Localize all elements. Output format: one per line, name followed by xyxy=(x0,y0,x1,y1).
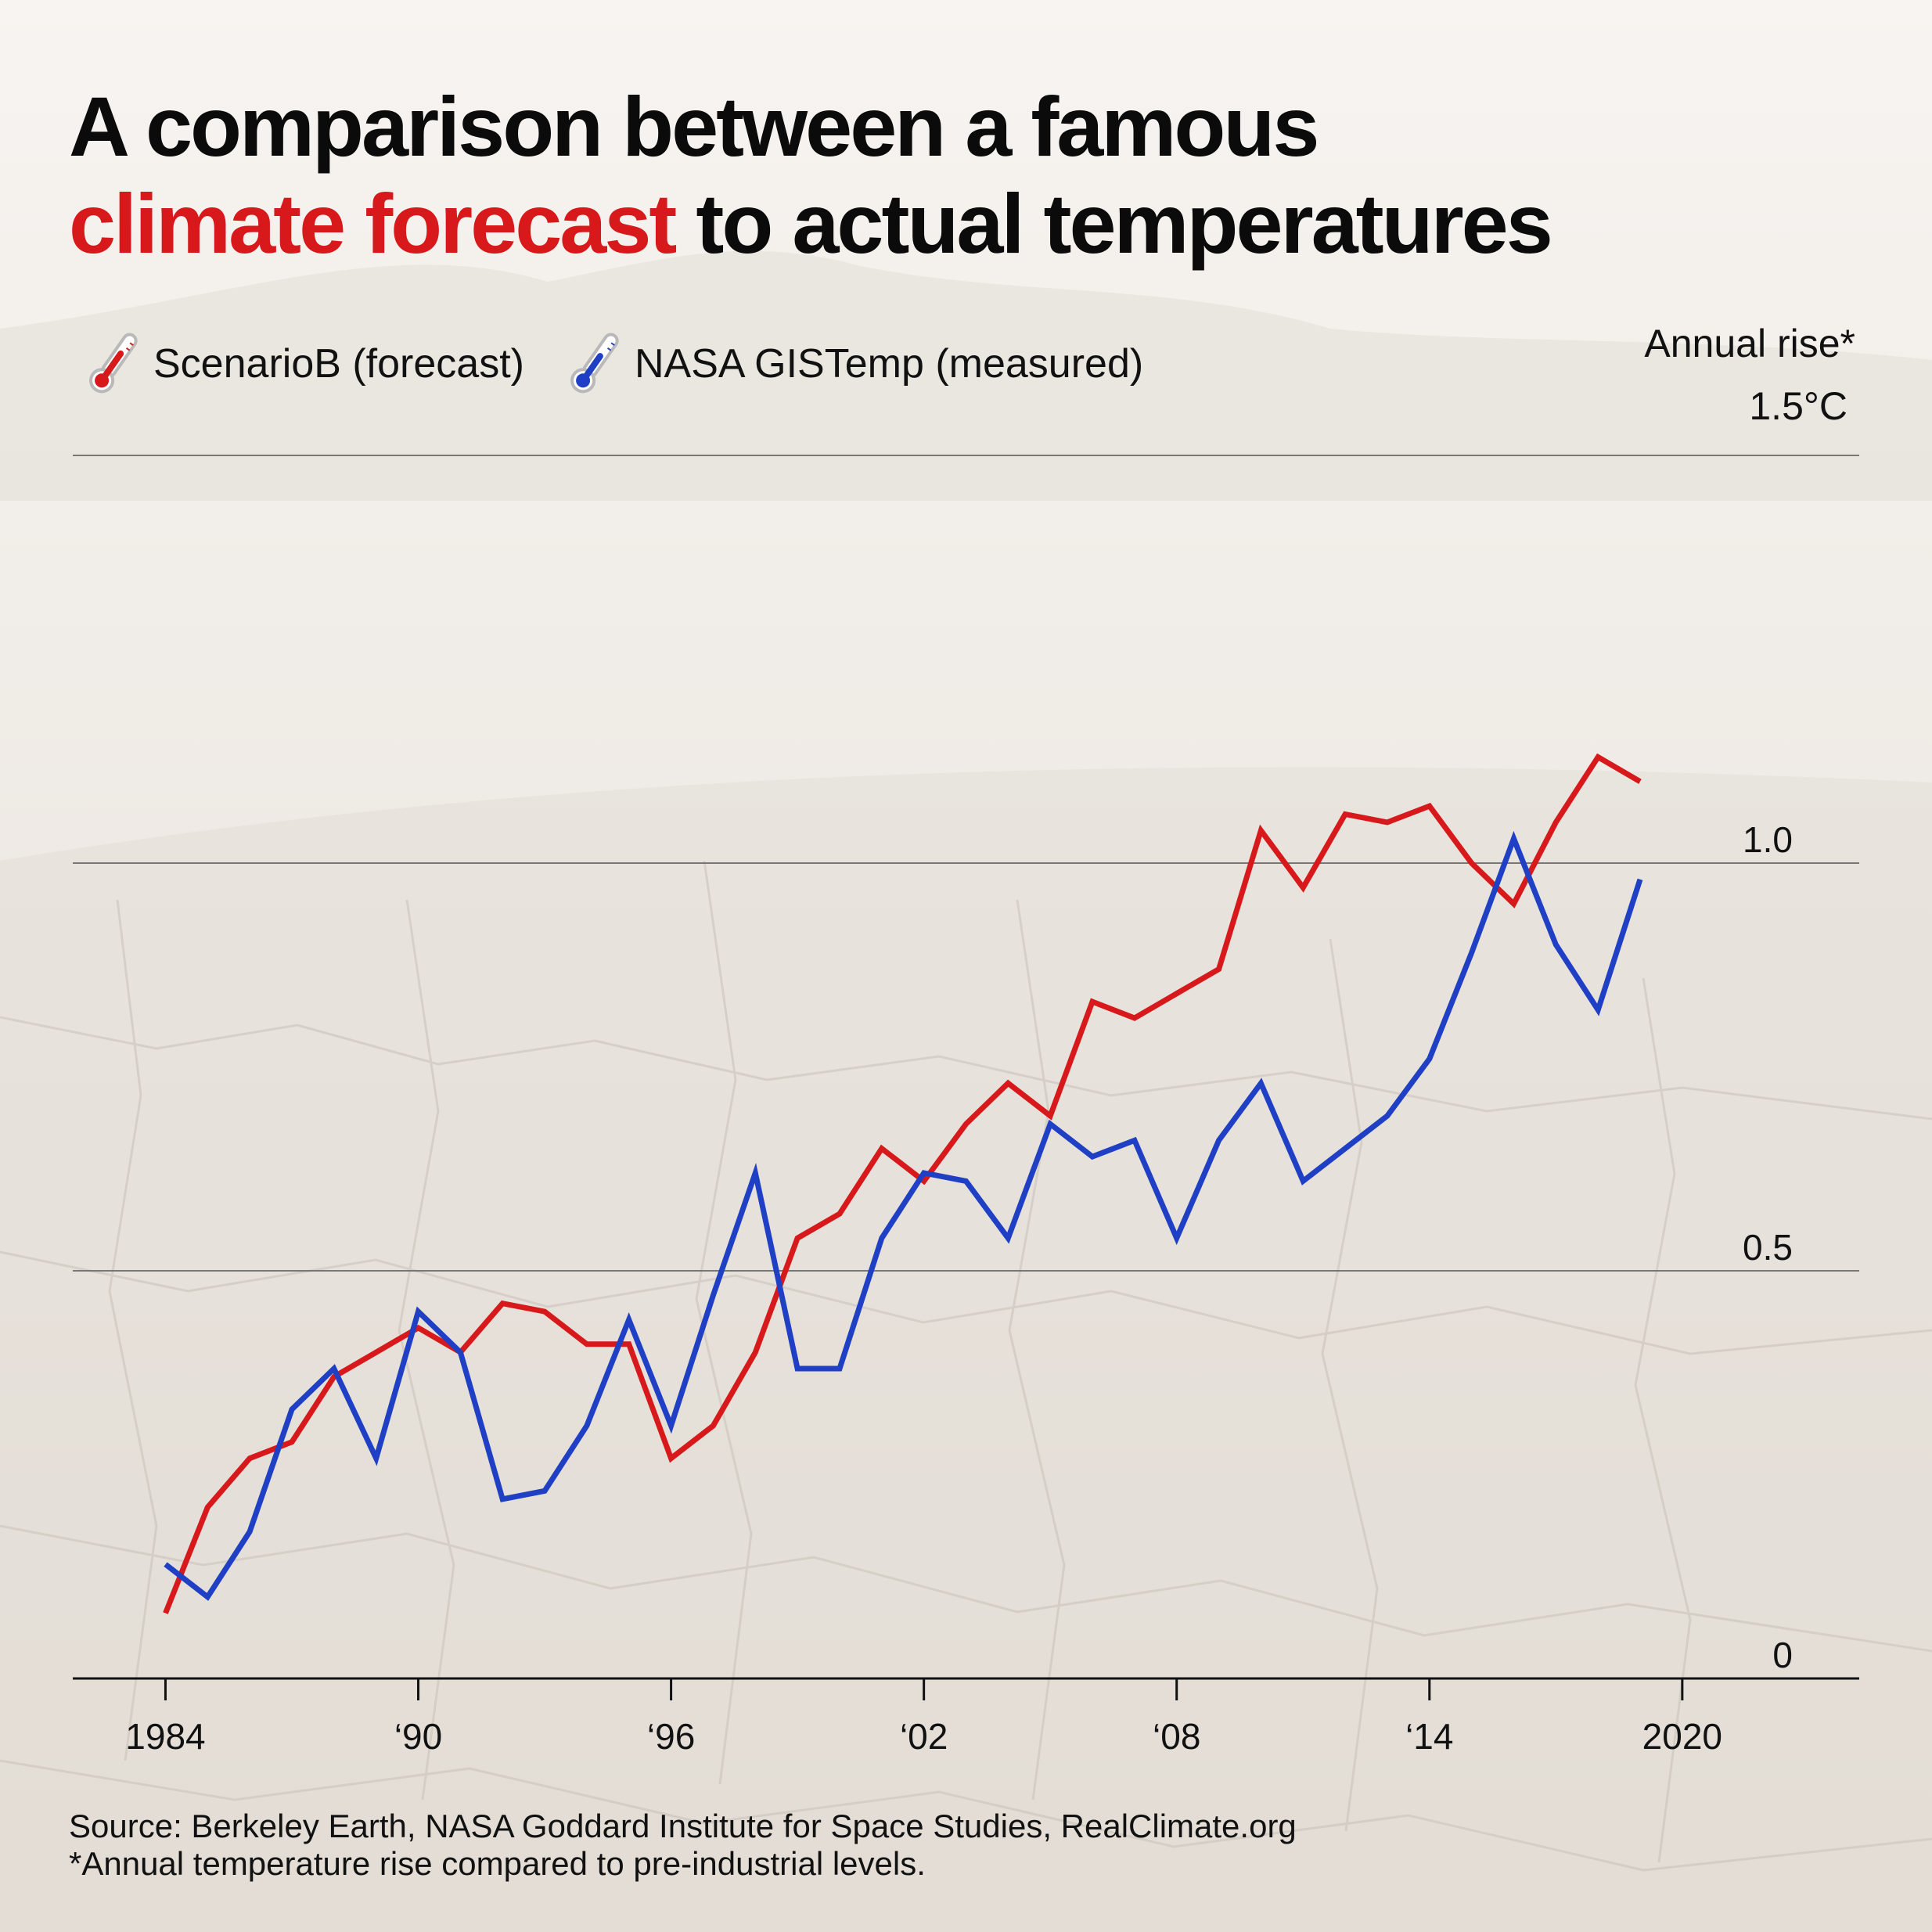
x-tick-label: ‘02 xyxy=(900,1716,948,1757)
y-axis-max-label: 1.5°C xyxy=(1749,384,1847,428)
footer: Source: Berkeley Earth, NASA Goddard Ins… xyxy=(69,1808,1297,1883)
x-tick-label: ‘96 xyxy=(647,1716,695,1757)
x-tick-label: ‘08 xyxy=(1153,1716,1200,1757)
legend-label-measured: NASA GISTemp (measured) xyxy=(634,341,1144,387)
x-tick-label: ‘90 xyxy=(394,1716,442,1757)
title-line-2: to actual temperatures xyxy=(675,176,1552,271)
source-note: Source: Berkeley Earth, NASA Goddard Ins… xyxy=(69,1808,1297,1844)
legend: ScenarioB (forecast) NASA GISTemp (measu… xyxy=(86,333,1186,395)
series-line-forecast xyxy=(163,753,1642,1614)
x-tick-label: 1984 xyxy=(125,1716,205,1757)
x-tick-label: 2020 xyxy=(1642,1716,1722,1757)
y-tick-label: 0.5 xyxy=(1743,1227,1793,1268)
chart-title: A comparison between a famous climate fo… xyxy=(69,78,1553,272)
y-tick-label: 1.0 xyxy=(1743,819,1793,860)
footnote: *Annual temperature rise compared to pre… xyxy=(69,1845,926,1882)
series-line-measured xyxy=(164,830,1643,1601)
title-highlight: climate forecast xyxy=(69,176,677,271)
thermometer-red-icon xyxy=(89,333,138,394)
legend-item-forecast: ScenarioB (forecast) xyxy=(86,325,524,403)
y-axis-unit-label: Annual rise* xyxy=(1644,322,1855,365)
title-line-1: A comparison between a famous xyxy=(69,79,1319,174)
y-tick-label: 0 xyxy=(1772,1635,1793,1675)
legend-label-forecast: ScenarioB (forecast) xyxy=(153,341,524,387)
thermometer-blue-icon xyxy=(570,333,619,394)
x-tick-label: ‘14 xyxy=(1405,1716,1453,1757)
legend-item-measured: NASA GISTemp (measured) xyxy=(567,325,1143,403)
